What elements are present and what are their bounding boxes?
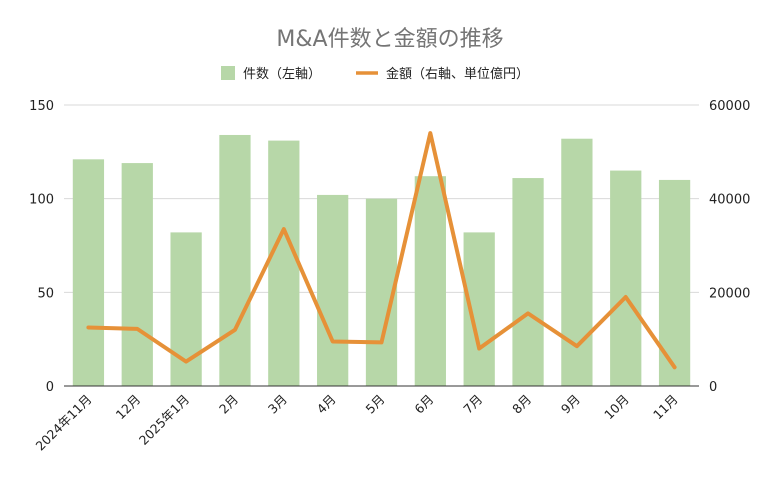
- bar: [219, 134, 251, 386]
- x-tick-label: 10月: [601, 392, 632, 423]
- x-tick-label: 8月: [509, 392, 534, 417]
- left-tick-label: 100: [29, 193, 54, 208]
- right-tick-label: 40000: [709, 193, 750, 208]
- bar: [561, 138, 593, 386]
- bar: [414, 176, 446, 386]
- legend-label-count: 件数（左軸）: [243, 67, 321, 82]
- x-tick-label: 6月: [411, 392, 436, 417]
- x-tick-label: 2024年11月: [33, 392, 95, 454]
- bar: [317, 194, 349, 386]
- right-tick-label: 60000: [709, 99, 750, 114]
- bar: [72, 159, 105, 386]
- x-tick-label: 2月: [216, 392, 241, 417]
- amount-line: [86, 131, 677, 370]
- right-tick-label: 0: [709, 380, 717, 395]
- left-axis-ticks: 0 50 100 150: [29, 99, 54, 395]
- bar: [512, 178, 544, 386]
- legend-swatch-count: [221, 66, 235, 80]
- x-tick-label: 12月: [113, 392, 144, 423]
- right-axis-ticks: 0 20000 40000 60000: [709, 99, 750, 395]
- bar: [658, 179, 691, 386]
- x-tick-label: 4月: [314, 392, 339, 417]
- legend-label-amount: 金額（右軸、単位億円）: [386, 66, 529, 82]
- x-tick-label: 2025年1月: [136, 392, 192, 448]
- x-tick-label: 3月: [265, 392, 290, 417]
- bar: [610, 170, 642, 386]
- legend: 件数（左軸） 金額（右軸、単位億円）: [221, 66, 529, 82]
- right-tick-label: 20000: [709, 286, 750, 301]
- left-tick-label: 50: [37, 286, 54, 301]
- amount-series-line: [86, 131, 677, 370]
- left-tick-label: 150: [29, 99, 54, 114]
- x-tick-label: 5月: [363, 392, 388, 417]
- left-tick-label: 0: [46, 380, 54, 395]
- x-tick-label: 11月: [650, 392, 681, 423]
- x-tick-label: 7月: [460, 392, 485, 417]
- chart-title: M&A件数と金額の推移: [276, 27, 503, 52]
- bar: [121, 163, 153, 386]
- bar: [268, 140, 300, 386]
- x-tick-label: 9月: [558, 392, 583, 417]
